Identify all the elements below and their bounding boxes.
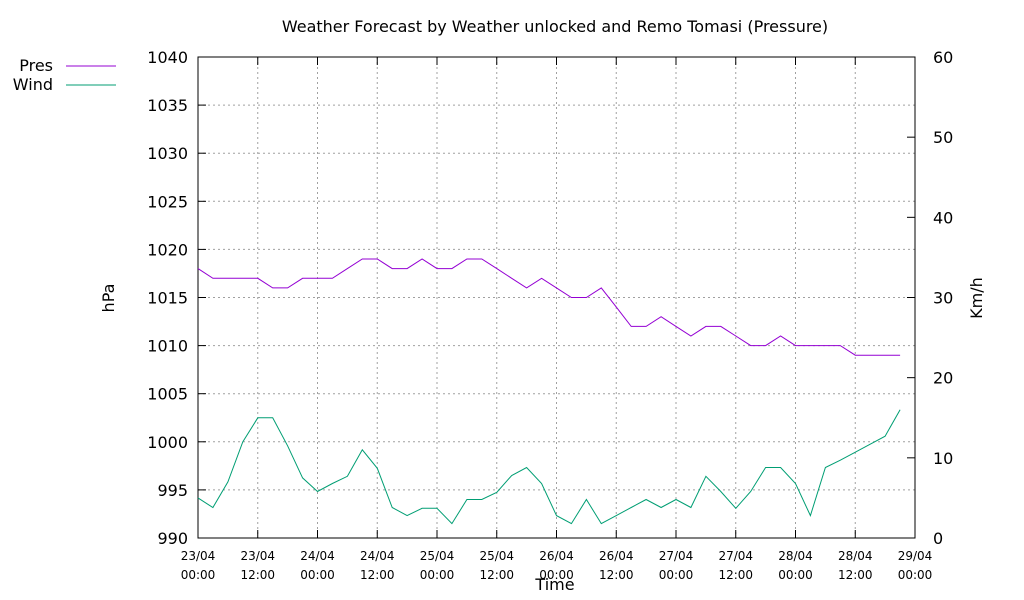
y-tick-label: 1010: [147, 337, 188, 356]
y-axis-label: hPa: [99, 284, 118, 313]
x-tick-label-date: 28/04: [838, 549, 873, 563]
y-tick-label: 1025: [147, 192, 188, 211]
series-lines: [197, 258, 901, 525]
y-tick-label: 1040: [147, 48, 188, 67]
x-tick-label-date: 28/04: [778, 549, 813, 563]
x-tick-label-time: 00:00: [539, 568, 574, 582]
x-tick-label-time: 12:00: [240, 568, 275, 582]
x-tick-label-date: 24/04: [360, 549, 395, 563]
y2-axis-ticks: 0 10 20 30 40 50 60: [907, 48, 953, 548]
x-tick-label-date: 23/04: [240, 549, 275, 563]
y2-axis-label: Km/h: [967, 277, 986, 319]
x-tick-label-date: 26/04: [599, 549, 634, 563]
x-tick-label-time: 00:00: [420, 568, 455, 582]
chart-title: Weather Forecast by Weather unlocked and…: [282, 17, 828, 36]
x-tick-label-time: 00:00: [778, 568, 813, 582]
y-tick-label: 995: [157, 481, 188, 500]
x-tick-label-time: 00:00: [898, 568, 933, 582]
x-tick-label-time: 00:00: [659, 568, 694, 582]
y2-tick-label: 0: [933, 529, 943, 548]
y-tick-label: 1000: [147, 433, 188, 452]
y-axis-ticks: 990 995 1000 1005 1010 1015 1020 1025 1030 1035 10…: [147, 48, 206, 548]
x-tick-label-date: 27/04: [659, 549, 694, 563]
x-tick-label-date: 29/04: [898, 549, 933, 563]
x-tick-label-date: 27/04: [718, 549, 753, 563]
x-axis-label: Time: [534, 575, 574, 594]
y-tick-label: 990: [157, 529, 188, 548]
x-tick-label-time: 12:00: [599, 568, 634, 582]
x-tick-label-date: 25/04: [479, 549, 514, 563]
legend-label-pres: Pres: [19, 56, 53, 75]
y2-tick-label: 40: [933, 208, 953, 227]
y2-tick-label: 10: [933, 449, 953, 468]
x-tick-label-date: 26/04: [539, 549, 574, 563]
y-tick-label: 1015: [147, 289, 188, 308]
series-line-pres: [197, 258, 901, 356]
series-line-wind: [197, 409, 901, 525]
y-tick-label: 1005: [147, 385, 188, 404]
x-tick-label-time: 12:00: [360, 568, 395, 582]
x-tick-label-time: 12:00: [838, 568, 873, 582]
legend: Pres Wind: [13, 56, 116, 94]
x-tick-label-date: 25/04: [420, 549, 455, 563]
y2-tick-label: 60: [933, 48, 953, 67]
y2-tick-label: 30: [933, 289, 953, 308]
y-tick-label: 1030: [147, 144, 188, 163]
x-tick-label-time: 12:00: [718, 568, 753, 582]
y2-tick-label: 20: [933, 369, 953, 388]
x-axis-ticks: 23/04 00:00 23/04 12:00 24/04 00:00 24/04 12:00…: [181, 57, 933, 582]
y2-tick-label: 50: [933, 128, 953, 147]
legend-label-wind: Wind: [13, 75, 53, 94]
x-tick-label-date: 24/04: [300, 549, 335, 563]
x-tick-label-time: 12:00: [479, 568, 514, 582]
y-tick-label: 1035: [147, 96, 188, 115]
y-tick-label: 1020: [147, 240, 188, 259]
x-tick-label-time: 00:00: [300, 568, 335, 582]
grid: [198, 57, 915, 538]
x-tick-label-date: 23/04: [181, 549, 216, 563]
x-tick-label-time: 00:00: [181, 568, 216, 582]
